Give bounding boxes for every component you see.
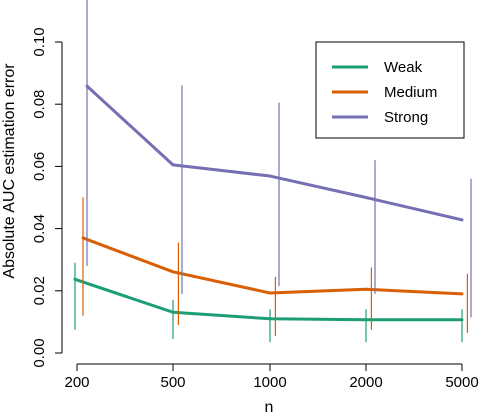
y-tick-label: 0.06 [31,152,48,181]
y-tick-label: 0.00 [31,338,48,367]
x-tick-label: 2000 [349,374,382,391]
legend-label: Strong [384,109,428,126]
series-strong [85,0,472,318]
legend-label: Weak [384,59,423,76]
series-line [82,236,463,296]
y-tick-label: 0.08 [31,90,48,119]
x-tick-label: 200 [64,374,89,391]
legend-label: Medium [384,84,437,101]
series-medium [81,197,468,336]
data-point [364,196,368,199]
data-point [460,318,464,322]
data-point [460,218,464,222]
data-point [460,292,464,296]
y-tick-label: 0.10 [31,27,48,56]
plot-area [73,0,472,343]
y-tick-label: 0.02 [31,276,48,305]
data-point [85,84,89,88]
series-line [74,277,462,322]
legend: Weak Medium Strong [315,41,465,139]
x-axis: 200 500 1000 2000 5000 [64,363,479,391]
data-point [73,277,77,281]
data-point [364,318,368,322]
data-point [268,174,272,178]
x-axis-label: n [265,399,274,414]
y-axis-label: Absolute AUC estimation error [1,63,18,279]
data-point [171,163,175,167]
data-point [364,287,368,291]
y-axis: 0.00 0.02 0.04 0.06 0.08 0.10 [31,27,63,368]
data-point [171,310,175,314]
y-tick-label: 0.04 [31,214,48,243]
x-tick-label: 500 [160,374,185,391]
data-point [81,236,85,240]
data-point [268,291,272,295]
legend-box [315,41,465,139]
series-weak [73,262,464,343]
data-point [171,270,175,274]
x-tick-label: 1000 [253,374,286,391]
x-tick-label: 5000 [445,374,478,391]
data-point [268,317,272,321]
